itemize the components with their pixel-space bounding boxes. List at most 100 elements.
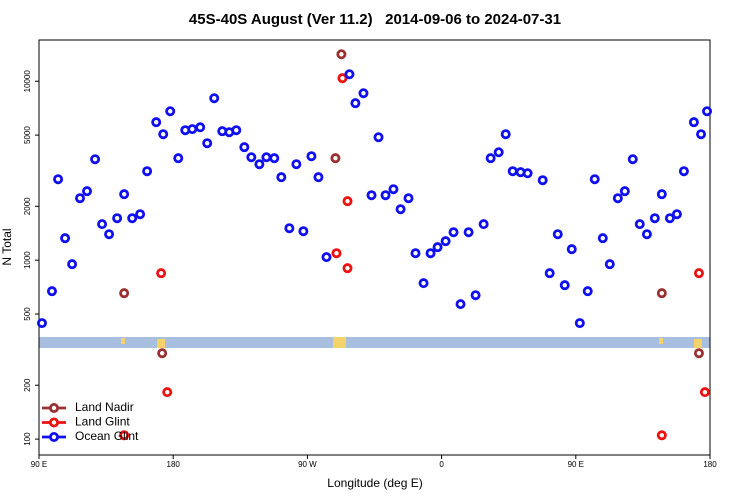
point <box>104 229 115 240</box>
point <box>696 129 707 140</box>
point <box>156 268 167 279</box>
point <box>432 242 443 253</box>
point <box>127 213 138 224</box>
point <box>388 184 399 195</box>
point <box>641 229 652 240</box>
point <box>142 166 153 177</box>
point <box>119 288 130 299</box>
x-tick-label: 90 E <box>568 460 584 469</box>
point <box>582 286 593 297</box>
legend-marker <box>49 431 60 442</box>
point <box>395 204 406 215</box>
y-tick-label: 200 <box>23 378 32 392</box>
point <box>284 223 295 234</box>
point <box>574 318 585 329</box>
point <box>664 213 675 224</box>
point <box>269 153 280 164</box>
point <box>634 219 645 230</box>
point <box>158 129 169 140</box>
point <box>202 138 213 149</box>
point <box>173 153 184 164</box>
point <box>157 348 168 359</box>
point <box>187 124 198 135</box>
point <box>688 117 699 128</box>
point <box>470 290 481 301</box>
point <box>537 175 548 186</box>
point <box>331 248 342 259</box>
point <box>330 153 341 164</box>
point <box>97 219 108 230</box>
point <box>597 233 608 244</box>
map-strip <box>39 337 710 348</box>
x-tick-label: 90 W <box>298 460 317 469</box>
y-axis-label: N Total <box>0 228 14 265</box>
point <box>656 288 667 299</box>
point <box>67 259 78 270</box>
y-tick-label: 500 <box>23 307 32 321</box>
x-tick-label: 90 E <box>31 460 47 469</box>
point <box>627 154 638 165</box>
point <box>522 168 533 179</box>
point <box>589 174 600 185</box>
point <box>656 189 667 200</box>
point <box>410 248 421 259</box>
x-axis-label: Longitude (deg E) <box>327 476 422 490</box>
point <box>246 152 257 163</box>
point <box>702 106 713 117</box>
x-tick-label: 180 <box>167 460 181 469</box>
point <box>36 318 47 329</box>
point <box>195 122 206 133</box>
point <box>306 151 317 162</box>
point <box>254 159 265 170</box>
land-patches <box>121 337 702 348</box>
point <box>313 172 324 183</box>
point <box>678 166 689 177</box>
y-tick-label: 2000 <box>23 197 32 215</box>
point <box>75 193 86 204</box>
legend-label: Land Glint <box>75 415 130 429</box>
point <box>552 229 563 240</box>
point <box>463 227 474 238</box>
point <box>418 278 429 289</box>
point <box>46 286 57 297</box>
point <box>298 226 309 237</box>
point <box>135 209 146 220</box>
point <box>693 268 704 279</box>
point <box>321 252 332 263</box>
legend-marker <box>49 402 60 413</box>
point <box>119 430 130 441</box>
point <box>239 142 250 153</box>
y-tick-label: 1000 <box>23 251 32 269</box>
x-tick-label: 180 <box>703 460 717 469</box>
point <box>656 430 667 441</box>
point <box>604 259 615 270</box>
point <box>337 73 348 84</box>
point <box>373 132 384 143</box>
point <box>151 117 162 128</box>
point <box>612 193 623 204</box>
point <box>500 129 511 140</box>
point <box>53 174 64 185</box>
point <box>485 153 496 164</box>
y-tick-label: 5000 <box>23 126 32 144</box>
point <box>291 159 302 170</box>
point <box>649 213 660 224</box>
point <box>342 196 353 207</box>
point <box>261 152 272 163</box>
point <box>693 348 704 359</box>
legend-marker <box>49 417 60 428</box>
y-tick-label: 10000 <box>23 70 32 93</box>
point <box>358 88 369 99</box>
point <box>478 219 489 230</box>
x-tick-label: 0 <box>439 460 444 469</box>
plot-frame <box>38 39 711 456</box>
point <box>425 248 436 259</box>
point <box>82 186 93 197</box>
point <box>60 233 71 244</box>
point <box>276 172 287 183</box>
point <box>231 125 242 136</box>
point <box>440 236 451 247</box>
point <box>342 263 353 274</box>
point <box>380 190 391 201</box>
